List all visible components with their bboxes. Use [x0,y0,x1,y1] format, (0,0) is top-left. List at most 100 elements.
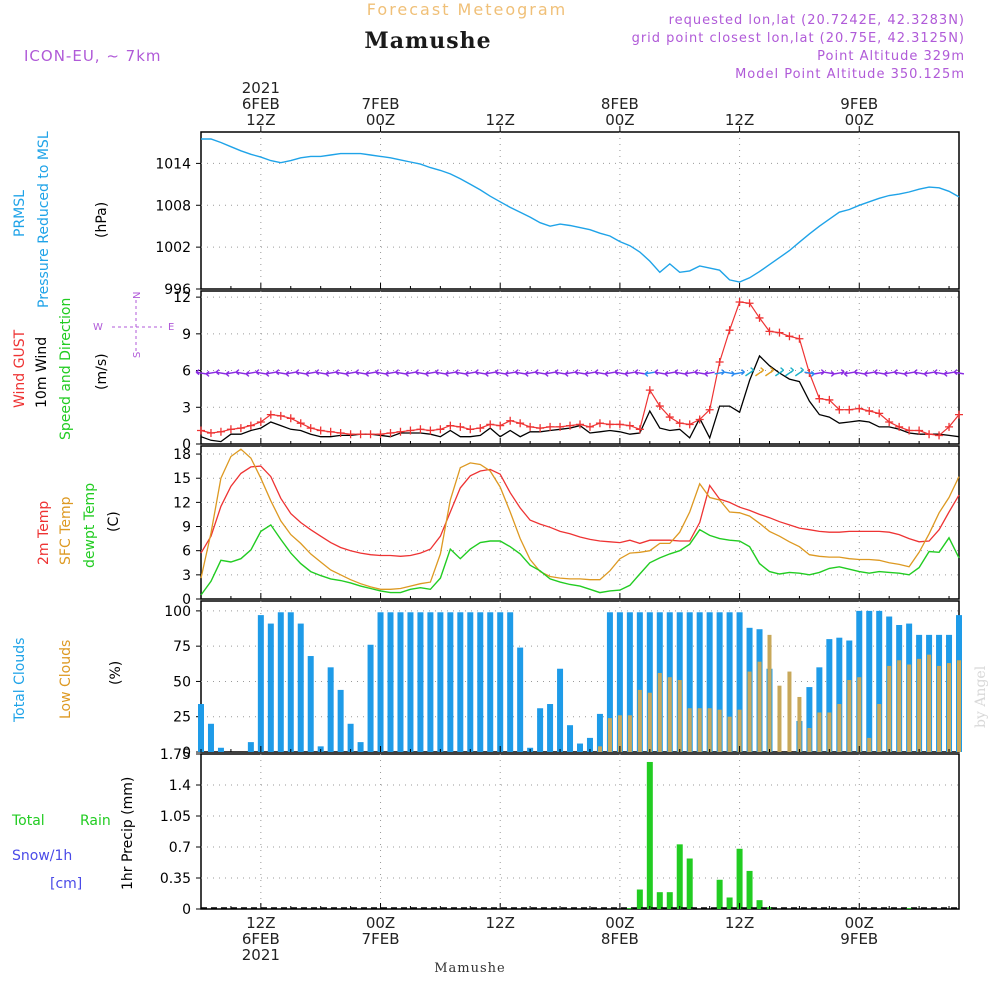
gust-point [915,426,924,435]
gust-point [615,420,624,429]
total-cloud-bar [517,647,524,752]
total-cloud-bar [736,612,743,752]
compass-e: E [168,322,174,333]
bottom-axis-label: 7FEB [362,930,400,948]
y-tick-label: 50 [173,674,191,690]
y-tick-label: 15 [173,471,191,487]
low-cloud-bar [887,665,892,752]
point-altitude: Point Altitude 329m [817,49,965,64]
total-cloud-bar [427,612,434,752]
total-cloud-bar [866,610,873,752]
wind-arrow [375,369,386,376]
total-cloud-bar [457,612,464,752]
low-cloud-bar [667,677,672,752]
wind-arrow [814,369,825,376]
low-cloud-bar [777,685,782,752]
low-cloud-bar [617,715,622,752]
low-cloud-bar [717,709,722,752]
gust-point [875,409,884,418]
model-label: ICON-EU, ~ 7km [24,47,162,65]
total-cloud-bar [367,644,374,752]
gust-point [635,425,644,434]
wind-arrow [644,370,655,377]
low-cloud-bar [807,728,812,752]
wind-arrow [335,369,346,376]
wind-arrow [594,369,605,376]
prmsl-label: PRMSL [12,190,28,237]
snow-label: Snow/1h [12,848,72,864]
total-cloud-bar [477,612,484,752]
wind-arrow [365,370,376,377]
total-cloud-bar [267,623,274,752]
low-cloud-bar [637,689,642,752]
top-axis-label: 2021 [242,79,280,97]
snow-unit: [cm] [50,876,82,892]
wind-arrow [225,370,236,377]
y-tick-label: 9 [182,520,191,536]
gust-point [835,405,844,414]
rain-bar [716,879,723,909]
clouds-unit: (%) [108,661,124,685]
gust-point [386,428,395,437]
low-cloud-bar [697,708,702,752]
panel-frame [200,445,960,600]
wind-arrow [903,370,915,377]
wind-arrow [345,370,356,377]
t2m-label: 2m Temp [36,501,52,565]
low-cloud-bar [847,680,852,752]
y-tick-label: 12 [173,290,191,306]
low-cloud-bar [657,672,662,752]
requested-coords: requested lon,lat (20.7242E, 42.3283N) [669,13,965,28]
gust-point [705,405,714,414]
gust-point [585,422,594,431]
wind-arrow [804,370,815,377]
gust-point [256,417,265,426]
wind-arrow [624,370,635,377]
wind-arrow [385,370,396,377]
wind-arrow [554,369,566,376]
wind-arrow [843,370,855,377]
total-cloud-bar [217,747,224,752]
bottom-axis-label: 00Z [605,914,634,932]
gust-point [715,357,724,366]
gust-point [236,424,245,433]
bottom-axis-label: 12Z [486,914,515,932]
gust-point [406,426,415,435]
low-cloud-bar [787,671,792,752]
gust-point [925,430,934,439]
t2m-line [200,465,960,557]
gust-point [576,420,584,429]
rain-bar [656,892,663,909]
wind-arrow [824,370,835,377]
wind-arrow [215,369,226,376]
low-cloud-bar [837,704,842,752]
panel-4: 0 25 50 75 100 [164,600,962,761]
total-cloud-bar [577,743,583,752]
top-axis-label: 8FEB [601,95,639,113]
gust-point [436,425,445,434]
low-clouds-label: Low Clouds [58,640,74,719]
watermark: by Angel [973,665,989,728]
gust-point [695,415,704,424]
wind-arrow [425,370,436,377]
y-tick-label: 6 [182,544,191,560]
gust-point [665,413,674,422]
y-tick-label: 1008 [155,198,191,214]
total-cloud-bar [816,667,823,752]
y-tick-label: 75 [173,639,191,655]
wind-arrow [514,369,526,376]
top-axis-label: 00Z [845,111,874,129]
total-cloud-bar [507,612,514,752]
gust-point [296,419,305,428]
total-cloud-bar [407,612,414,752]
total-cloud-bar [836,637,843,752]
y-tick-label: 100 [164,604,191,620]
page-title: Mamushe [364,28,491,54]
y-tick-label: 1014 [155,156,191,172]
wind-arrow [784,367,794,377]
gust-point [566,421,575,430]
wind-arrow [534,369,546,376]
low-cloud-bar [877,704,882,752]
low-cloud-bar [827,712,832,752]
wind-arrow [714,369,726,376]
